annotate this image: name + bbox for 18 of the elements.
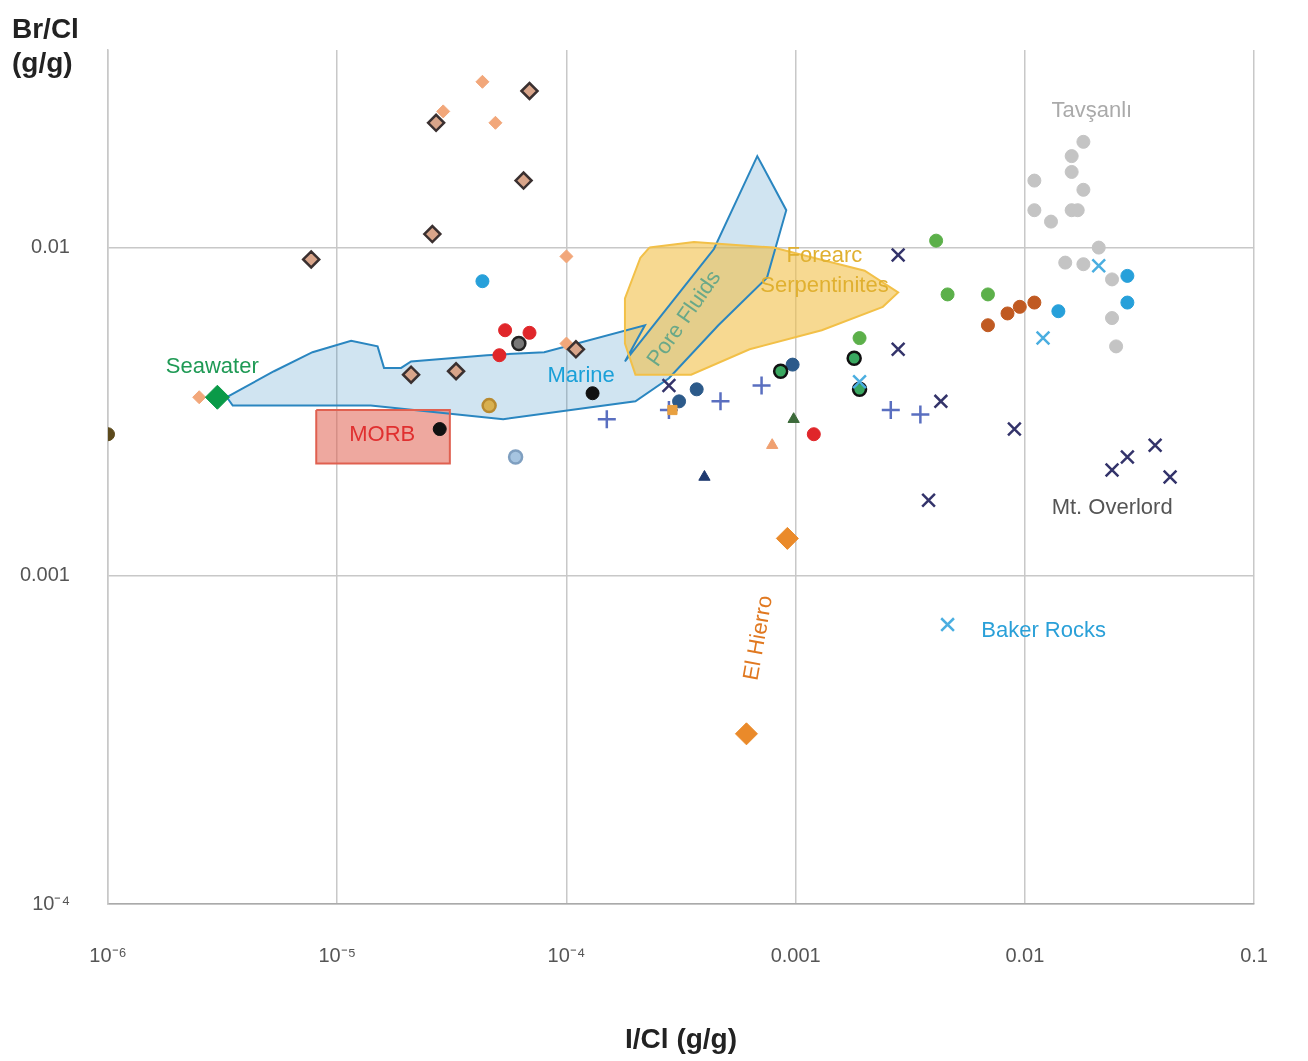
x-tick-label: 0.01 — [1005, 943, 1045, 966]
x-tick-label: 10⁻⁴ — [547, 943, 586, 966]
annotation: MORB — [349, 421, 416, 447]
y-axis-title: Br/Cl (g/g) — [12, 12, 80, 80]
x-tick-label: 0.001 — [770, 943, 821, 966]
annotation: Tavşanlı — [1051, 97, 1133, 123]
y-tick-label: 0.01 — [31, 235, 70, 258]
annotation: Marine — [547, 362, 615, 388]
x-tick-label: 10⁻⁵ — [318, 943, 356, 966]
x-axis-title: I/Cl (g/g) — [625, 1022, 738, 1054]
annotation: Baker Rocks — [981, 616, 1106, 642]
y-tick-label: 0.001 — [19, 563, 70, 586]
annotation: Mt. Overlord — [1051, 493, 1173, 519]
annotation: Seawater — [165, 352, 259, 378]
annotation: El Hierro — [737, 593, 778, 683]
x-tick-label: 0.1 — [1240, 943, 1268, 966]
y-tick-label: 10⁻⁴ — [32, 891, 70, 914]
x-tick-label: 10⁻⁶ — [89, 943, 127, 966]
